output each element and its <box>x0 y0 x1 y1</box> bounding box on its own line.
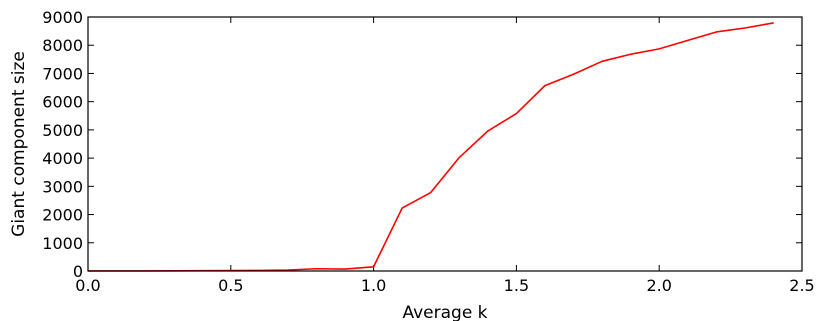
y-tick-label: 5000 <box>42 121 83 140</box>
data-point <box>458 156 460 159</box>
plot-frame <box>87 16 803 272</box>
x-tick-label: 1.5 <box>504 276 529 295</box>
x-tick-label: 0.5 <box>218 276 243 295</box>
series-layer <box>87 22 775 272</box>
data-point <box>373 266 375 268</box>
data-point <box>515 112 518 115</box>
y-tick-label: 8000 <box>42 36 83 55</box>
data-point <box>658 48 660 50</box>
data-point <box>772 22 775 24</box>
y-tick-label: 9000 <box>42 8 83 27</box>
y-tick-label: 0 <box>73 262 83 281</box>
data-point <box>601 60 603 62</box>
y-tick-label: 4000 <box>42 149 83 168</box>
x-tick-label: 0.0 <box>75 276 100 295</box>
series-line <box>87 22 774 272</box>
data-point <box>430 191 432 194</box>
y-tick-label: 1000 <box>42 234 83 253</box>
data-point <box>687 39 689 42</box>
y-tick-label: 7000 <box>42 64 83 83</box>
x-tick-label: 2.5 <box>789 276 814 295</box>
data-point <box>315 268 318 270</box>
data-point <box>630 53 632 55</box>
x-tick-label: 1.0 <box>361 276 386 295</box>
y-tick-label: 2000 <box>42 206 83 225</box>
x-axis-title: Average k <box>402 303 487 321</box>
data-point <box>487 130 489 132</box>
y-ticks: 0 1000 2000 3000 4000 5000 6000 7000 8000 9000 <box>42 8 802 281</box>
data-point <box>544 84 546 87</box>
data-point <box>572 73 575 75</box>
y-tick-label: 6000 <box>42 93 83 112</box>
data-point <box>744 27 746 29</box>
data-point <box>287 269 289 271</box>
x-tick-label: 2.0 <box>646 276 671 295</box>
data-point <box>401 207 403 209</box>
data-point <box>715 31 717 33</box>
data-point <box>344 268 346 270</box>
y-axis-title: Giant component size <box>9 51 29 237</box>
x-ticks: 0.0 0.5 1.0 1.5 2.0 2.5 <box>75 17 815 295</box>
y-tick-label: 3000 <box>42 177 83 196</box>
